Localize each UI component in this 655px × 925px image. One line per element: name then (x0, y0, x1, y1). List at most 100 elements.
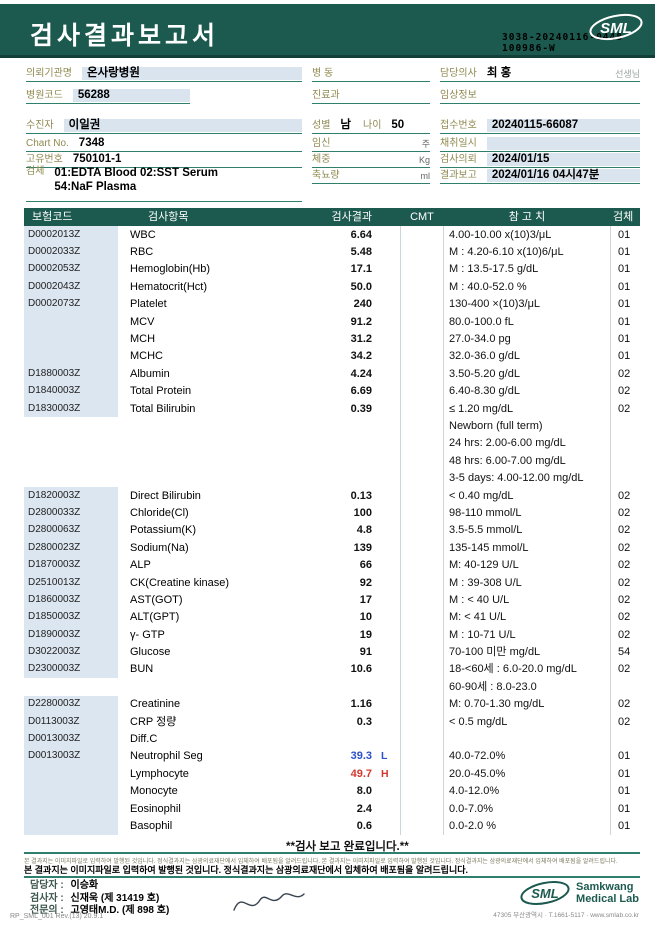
test-item: Basophil (130, 819, 173, 832)
reference-range: M: 0.70-1.30 mg/dL (449, 698, 545, 711)
test-item: Glucose (130, 646, 171, 659)
cmt-cell (400, 591, 444, 609)
result-flag (378, 278, 400, 295)
footer-sml-logo: SML Samkwang Medical Lab (518, 877, 639, 909)
lab-name: Samkwang Medical Lab (576, 881, 639, 905)
field-ward: 병 동 (312, 64, 430, 82)
cmt-cell (400, 643, 444, 661)
specimen-code: 01 (610, 330, 640, 348)
field-sex-age: 성별 남 나이 50 (312, 116, 430, 134)
insurance-code (24, 452, 118, 469)
insurance-code (24, 330, 118, 348)
sml-ellipse-icon: SML (520, 881, 570, 905)
table-row: D2800063Z Potassium(K) 4.8 3.5-5.5 mmol/L 02 (24, 521, 640, 540)
test-result: 240 (353, 298, 372, 311)
insurance-code: D1880003Z (24, 365, 118, 383)
field-collected: 채취일시 (440, 134, 640, 152)
reference-range: 0.0-7.0% (449, 802, 494, 815)
insurance-code: D1870003Z (24, 556, 118, 574)
insurance-code: D1820003Z (24, 486, 118, 505)
specimen-code: 01 (610, 278, 640, 296)
report-complete-message: **검사 보고 완료입니다.** (286, 840, 409, 853)
lab-name-line2: Medical Lab (576, 893, 639, 905)
field-urine: 축뇨량 ml (312, 166, 430, 184)
table-row: 24 hrs: 2.00-6.00 mg/dL (24, 434, 640, 453)
table-row: 48 hrs: 6.00-7.00 mg/dL (24, 452, 640, 470)
insurance-code (24, 799, 118, 818)
test-result: 17.1 (350, 263, 372, 276)
specimen-code: 54 (610, 643, 640, 661)
test-result: 2.4 (356, 802, 372, 815)
cmt-cell (400, 243, 444, 261)
test-result: 17 (359, 593, 372, 606)
result-flag: H (381, 767, 389, 780)
table-row: D0002073Z Platelet 240 130-400 ×(10)3/μL 01 (24, 295, 640, 313)
lab-address: 47305 부산광역시 · T.1661-5117 · www.smlab.co… (493, 912, 639, 919)
test-item: Direct Bilirubin (130, 489, 201, 502)
test-item: Total Bilirubin (130, 402, 196, 415)
cmt-cell (400, 434, 444, 453)
specimen-code: 02 (610, 591, 640, 609)
insurance-code (24, 782, 118, 800)
result-flag (378, 330, 400, 347)
patient-value: 이일권 (63, 119, 302, 132)
urine-unit: ml (420, 171, 431, 181)
result-flag (378, 348, 400, 365)
insurance-code (24, 312, 118, 331)
reported-value: 2024/01/16 04시47분 (486, 169, 640, 182)
reference-range: 27.0-34.0 pg (449, 333, 511, 346)
field-pregnancy: 임신 주 (312, 134, 430, 152)
insurance-code: D0002043Z (24, 278, 118, 296)
specimen-code: 02 (610, 712, 640, 731)
test-item: CK(Creatine kinase) (130, 576, 230, 589)
specimen-code: 01 (610, 747, 640, 766)
receipt-no-value: 20240115-66087 (486, 119, 640, 132)
test-item: Platelet (130, 298, 167, 311)
test-item: Diff.C (130, 733, 158, 746)
header-specimen: 검체 (613, 211, 634, 223)
reference-range: 3.5-5.5 mmol/L (449, 524, 523, 537)
test-result: 91 (359, 646, 372, 659)
reference-range: 4.00-10.00 x(10)3/μL (449, 228, 552, 241)
result-flag (378, 400, 400, 417)
cmt-cell (400, 782, 444, 800)
insurance-code: D0002013Z (24, 226, 118, 244)
field-weight: 체중 Kg (312, 150, 430, 168)
cmt-cell (400, 817, 444, 835)
test-result: 92 (359, 576, 372, 589)
test-item: γ- GTP (130, 628, 165, 641)
result-flag (378, 383, 400, 400)
table-row: D0013003Z Diff.C (24, 730, 640, 748)
ward-label: 병 동 (312, 68, 334, 79)
reference-range: 130-400 ×(10)3/μL (449, 298, 541, 311)
header-cmt: CMT (410, 211, 434, 223)
reference-range: 24 hrs: 2.00-6.00 mg/dL (449, 437, 566, 450)
test-result: 5.48 (350, 246, 372, 259)
test-result: 0.39 (350, 402, 372, 415)
result-flag (378, 435, 400, 452)
table-row: MCH 31.2 27.0-34.0 pg 01 (24, 330, 640, 348)
insurance-code (24, 347, 118, 366)
test-item (118, 678, 284, 695)
reference-range: 18-<60세 : 6.0-20.0 mg/dL (449, 663, 577, 676)
specialist-signature (228, 886, 308, 925)
table-row: D2300003Z BUN 10.6 18-<60세 : 6.0-20.0 mg/dL… (24, 660, 640, 679)
specimen-code: 01 (610, 347, 640, 366)
specimen-code: 02 (610, 608, 640, 626)
department-label: 진료과 (312, 90, 340, 101)
specimen-code (610, 678, 640, 696)
reference-range: M : 4.20-6.10 x(10)6/μL (449, 246, 564, 259)
test-item (118, 417, 284, 434)
specimen-code: 01 (610, 782, 640, 800)
test-result: 34.2 (350, 350, 372, 363)
field-hospital-code: 병원코드 56288 (26, 86, 190, 104)
test-result: 31.2 (350, 333, 372, 346)
reference-range: 32.0-36.0 g/dL (449, 350, 520, 363)
weight-unit: Kg (418, 155, 430, 165)
specimen-code: 02 (610, 399, 640, 418)
doctor-value: 최 홍 (486, 67, 512, 79)
test-item: Total Protein (130, 385, 192, 398)
accession-number: 3038-20240116-0448 100986-W (502, 32, 623, 54)
result-flag (378, 261, 400, 278)
result-flag (378, 539, 400, 556)
